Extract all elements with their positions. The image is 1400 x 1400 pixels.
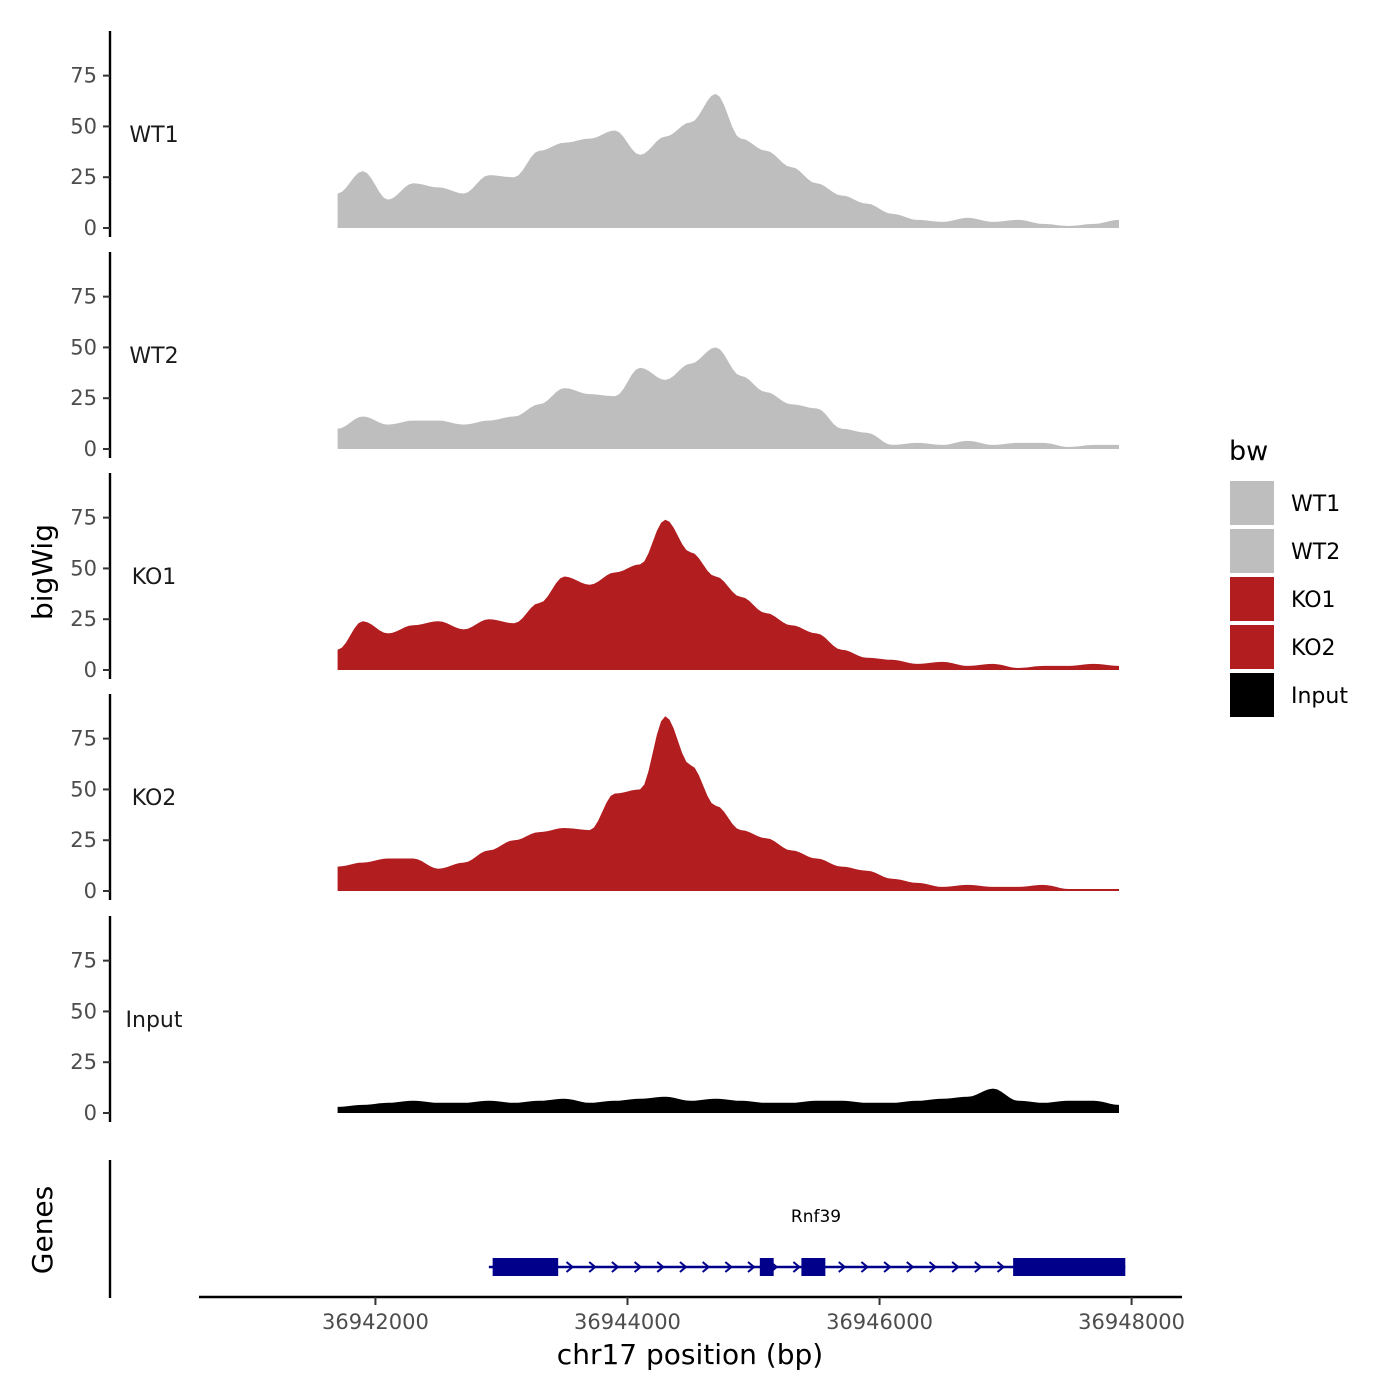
y-tick-label: 0 — [84, 216, 97, 240]
strand-arrow — [860, 1261, 869, 1273]
strand-arrow — [724, 1261, 733, 1273]
y-tick-label: 75 — [70, 64, 97, 88]
y-tick-label: 50 — [70, 556, 97, 580]
legend-label-input: Input — [1291, 684, 1348, 709]
y-tick-label: 75 — [70, 506, 97, 530]
gene-label: Rnf39 — [791, 1207, 841, 1227]
y-tick-label: 75 — [70, 727, 97, 751]
track-label-input: Input — [126, 1008, 183, 1033]
y-tick-label: 0 — [84, 1101, 97, 1125]
y-tick-label: 75 — [70, 285, 97, 309]
strand-arrow — [928, 1261, 938, 1273]
y-tick-label: 25 — [70, 828, 97, 852]
strand-arrow — [951, 1261, 960, 1273]
x-axis: 36942000 36944000 36946000 36948000 — [199, 1295, 1185, 1334]
track-wt1: 0 25 50 75 WT1 — [70, 31, 1120, 240]
y-axis-title: bigWig — [26, 524, 59, 620]
gene-model-rnf39 — [488, 1258, 1126, 1276]
legend-label-ko2: KO2 — [1291, 636, 1336, 661]
track-ko2: 0 25 50 75 KO2 — [70, 694, 1120, 903]
strand-arrow — [588, 1261, 597, 1273]
strand-arrow — [792, 1261, 801, 1273]
gene-exon — [801, 1258, 826, 1276]
strand-arrow — [679, 1261, 688, 1273]
area-ko1 — [337, 519, 1120, 670]
y-tick-label: 0 — [84, 437, 97, 461]
legend-title: bw — [1229, 436, 1268, 467]
track-label-wt1: WT1 — [129, 123, 178, 148]
y-tick-label: 0 — [84, 658, 97, 682]
legend-key-input — [1230, 673, 1274, 717]
track-ko1: 0 25 50 75 KO1 — [70, 473, 1120, 682]
gene-exon — [759, 1258, 774, 1276]
track-label-wt2: WT2 — [129, 344, 178, 369]
track-input: 0 25 50 75 Input — [70, 916, 1120, 1125]
strand-arrow — [996, 1261, 1006, 1273]
strand-arrow — [656, 1261, 665, 1273]
strand-arrow — [611, 1261, 620, 1273]
legend-key-wt1 — [1230, 481, 1274, 525]
y-tick-label: 50 — [70, 777, 97, 801]
y-tick-label: 25 — [70, 1050, 97, 1074]
y-tick-label: 25 — [70, 386, 97, 410]
track-label-ko2: KO2 — [132, 786, 177, 811]
y-tick-label: 0 — [84, 879, 97, 903]
genes-axis-title: Genes — [26, 1186, 59, 1274]
strand-arrow — [883, 1261, 892, 1273]
strand-arrow — [701, 1261, 711, 1273]
area-ko2 — [337, 716, 1120, 891]
y-tick-label: 25 — [70, 165, 97, 189]
x-tick-label: 36944000 — [574, 1310, 681, 1334]
legend-key-wt2 — [1230, 529, 1274, 573]
strand-arrow — [565, 1261, 575, 1273]
area-wt1 — [337, 93, 1120, 229]
x-tick-label: 36946000 — [826, 1310, 933, 1334]
strand-arrow — [838, 1261, 847, 1273]
legend-key-ko1 — [1230, 577, 1274, 621]
strand-arrow — [633, 1261, 643, 1273]
gene-exon — [1013, 1258, 1126, 1276]
strand-arrow — [906, 1261, 915, 1273]
area-wt2 — [337, 347, 1120, 449]
area-input — [337, 1088, 1120, 1113]
x-tick-label: 36942000 — [322, 1310, 429, 1334]
y-tick-label: 25 — [70, 607, 97, 631]
tracks-group: 0 25 50 75 WT1 0 25 50 75 WT2 0 25 50 75 KO1 0 25 50 75 KO2… — [70, 31, 1120, 1125]
y-tick-label: 50 — [70, 114, 97, 138]
strand-arrow — [974, 1261, 983, 1273]
track-wt2: 0 25 50 75 WT2 — [70, 252, 1120, 461]
legend-label-ko1: KO1 — [1291, 588, 1336, 613]
genes-track: Rnf39 — [108, 1160, 1126, 1298]
y-tick-label: 75 — [70, 949, 97, 973]
legend-label-wt2: WT2 — [1291, 540, 1340, 565]
x-tick-label: 36948000 — [1078, 1310, 1185, 1334]
gene-exon — [492, 1258, 559, 1276]
x-axis-title: chr17 position (bp) — [557, 1338, 823, 1371]
legend-label-wt1: WT1 — [1291, 492, 1340, 517]
y-tick-label: 50 — [70, 335, 97, 359]
legend-key-ko2 — [1230, 625, 1274, 669]
strand-arrow — [747, 1261, 756, 1273]
legend: bw WT1 WT2 KO1 KO2 Input — [1229, 436, 1348, 717]
track-label-ko1: KO1 — [132, 565, 177, 590]
y-tick-label: 50 — [70, 999, 97, 1023]
